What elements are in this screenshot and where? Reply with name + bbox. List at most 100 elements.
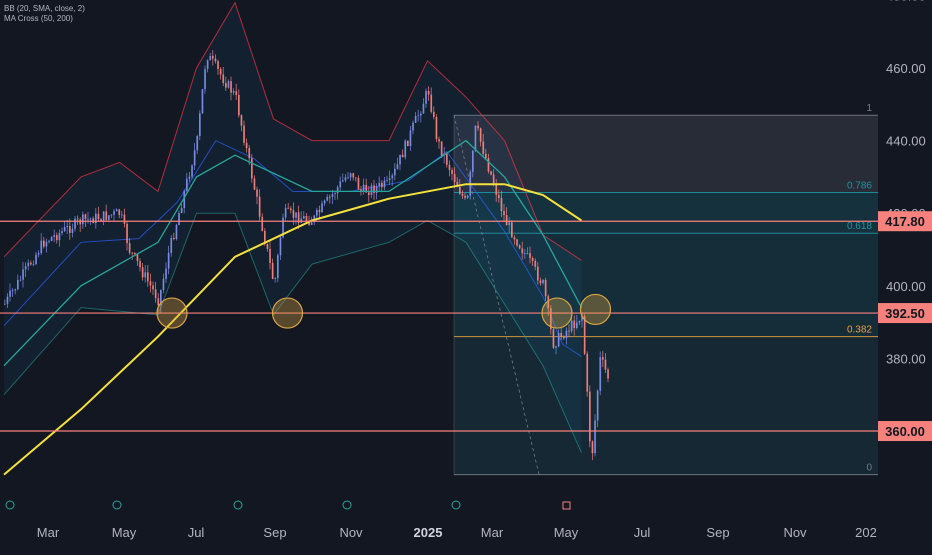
candle-body [201, 89, 204, 114]
candle-body [430, 94, 433, 112]
earnings-event-marker[interactable] [112, 500, 122, 510]
candle-body [290, 208, 292, 211]
candle-body [165, 268, 167, 279]
candle-body [323, 200, 326, 204]
candle-body [45, 241, 48, 247]
candle-body [295, 212, 297, 218]
candle-body [66, 225, 69, 228]
time-axis-tick: 202 [855, 525, 877, 540]
candle-body [225, 83, 227, 88]
candle-body [152, 285, 154, 290]
candle-body [97, 213, 100, 220]
earnings-event-marker[interactable] [233, 500, 243, 510]
candle-body [141, 267, 144, 278]
candle-body [355, 177, 357, 179]
candle-body [365, 184, 368, 193]
candle-body [479, 128, 482, 142]
time-axis-tick: Mar [37, 525, 60, 540]
candle-body [412, 122, 414, 131]
candle-body [440, 141, 443, 156]
candle-body [537, 266, 539, 281]
legend-bollinger-bands[interactable]: BB (20, SMA, close, 2) [4, 4, 85, 13]
candle-body [11, 290, 14, 292]
candle-body [368, 192, 370, 195]
legend-ma-cross[interactable]: MA Cross (50, 200) [4, 14, 73, 23]
price-label-text: 360.00 [885, 424, 925, 439]
price-label-text: 392.50 [885, 306, 925, 321]
candle-body [61, 231, 63, 234]
candle-body [167, 252, 170, 269]
candle-body [266, 243, 269, 249]
candle-body [349, 173, 352, 178]
earnings-event-marker[interactable] [342, 500, 352, 510]
upcoming-event-marker [562, 501, 571, 510]
candle-body [183, 190, 186, 208]
event-marker-badge [233, 500, 243, 510]
fib-level-label: 0 [866, 463, 872, 474]
fib-level-label: 0.618 [847, 221, 872, 232]
time-axis-tick: 2025 [414, 525, 443, 540]
candle-body [58, 233, 61, 241]
candle-body [589, 391, 591, 442]
candle-body [511, 222, 513, 238]
candle-body [321, 203, 323, 213]
candle-body [391, 175, 394, 179]
earnings-event-marker[interactable] [451, 500, 461, 510]
candle-body [248, 148, 251, 159]
candle-body [204, 68, 206, 90]
candle-body [180, 207, 183, 214]
candle-body [505, 215, 508, 226]
candle-body [144, 272, 147, 278]
candle-body [557, 333, 560, 347]
candle-body [492, 174, 495, 185]
candle-body [149, 281, 152, 286]
candle-body [565, 330, 568, 339]
candle-body [576, 322, 578, 329]
candle-body [503, 211, 505, 216]
candle-body [544, 279, 547, 297]
candle-body [193, 150, 196, 166]
candle-body [305, 215, 308, 221]
candle-body [310, 222, 313, 225]
candle-body [316, 209, 318, 216]
candle-body [578, 320, 581, 323]
candle-body [386, 179, 388, 181]
candle-body [240, 115, 243, 126]
candle-body [381, 182, 383, 188]
candle-body [110, 214, 113, 216]
time-axis-tick: May [554, 525, 579, 540]
event-marker-badge [5, 500, 15, 510]
candle-body [526, 253, 529, 254]
candle-body [342, 180, 344, 182]
time-axis-tick: Mar [481, 525, 504, 540]
candle-body [524, 253, 526, 255]
fib-zone [454, 192, 878, 234]
candle-body [160, 289, 162, 306]
candle-body [89, 218, 92, 220]
candle-body [69, 225, 71, 233]
earnings-event-marker[interactable] [5, 500, 15, 510]
candle-body [297, 212, 300, 223]
price-axis-tick: 480.00 [886, 0, 926, 3]
candle-body [282, 217, 284, 238]
candle-body [487, 158, 490, 172]
candle-body [105, 211, 108, 220]
candle-body [43, 240, 45, 247]
candle-body [547, 296, 550, 309]
candle-body [79, 219, 82, 225]
candle-body [32, 263, 35, 265]
candle-body [422, 103, 425, 114]
candle-body [214, 58, 217, 62]
bollinger-band-fill [4, 2, 582, 453]
candle-body [154, 289, 157, 299]
candle-body [170, 238, 173, 253]
candle-body [284, 207, 287, 218]
time-axis-tick: Sep [263, 525, 286, 540]
candle-body [6, 296, 9, 304]
candle-body [404, 140, 407, 158]
indicator-legend: BB (20, SMA, close, 2) MA Cross (50, 200… [4, 4, 85, 24]
candle-body [596, 390, 599, 421]
candle-body [495, 184, 498, 195]
